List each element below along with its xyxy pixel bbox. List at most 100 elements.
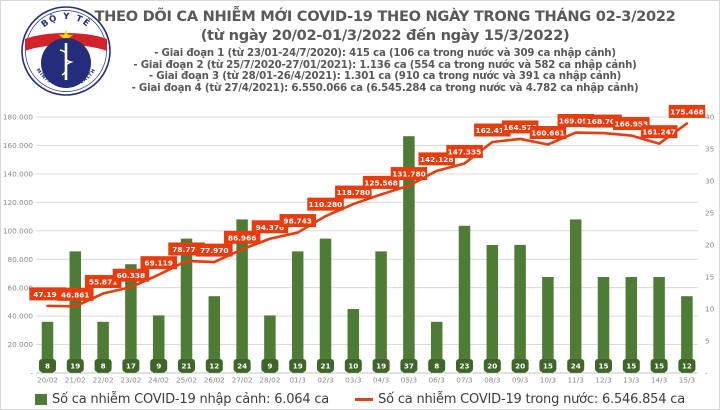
left-axis-tick-label: 60.000 [7, 283, 33, 292]
x-axis-label: 23/02 [120, 376, 141, 385]
bar-value-chip [94, 359, 112, 372]
domestic-cases-line [46, 122, 689, 308]
bar-value-chip [428, 359, 446, 372]
line-value-label: 142.128 [420, 155, 454, 164]
right-axis-tick-label: 15 [705, 273, 714, 282]
right-axis-tick-label: 10 [705, 305, 715, 314]
left-axis-tick-label: 160.000 [3, 141, 34, 150]
bar-value-chip [233, 359, 251, 372]
bar-value-label: 24 [237, 361, 247, 370]
x-axis-label: 06/3 [429, 376, 446, 385]
bar-value-label: 9 [156, 361, 161, 370]
bar-23/02 [125, 264, 137, 373]
line-value-label: 47.192 [33, 290, 62, 299]
x-axis-label: 10/3 [540, 376, 557, 385]
x-axis-label: 01/3 [290, 376, 307, 385]
bar-value-chip [567, 359, 585, 372]
bar-value-chip [289, 359, 307, 372]
bar-07/3 [458, 225, 471, 373]
bar-09/3 [514, 245, 526, 373]
bar-value-chip [456, 359, 473, 372]
line-value-label: 78.774 [172, 245, 201, 254]
bar-value-label: 20 [487, 361, 497, 370]
header: THEO DÕI CA NHIỄM MỚI COVID-19 THEO NGÀY… [58, 7, 712, 94]
bar-value-chip [178, 359, 195, 372]
bar-value-chip [511, 359, 529, 372]
bar-value-chip [372, 359, 390, 372]
line-value-label: 164.576 [503, 123, 537, 132]
line-value-label: 125.568 [364, 178, 398, 187]
bar-value-label: 15 [626, 361, 636, 370]
line-value-box [446, 144, 483, 158]
bar-value-chip [39, 359, 56, 372]
bar-value-chip [595, 359, 612, 372]
line-value-box [529, 126, 567, 140]
x-axis-label: 05/3 [401, 376, 418, 385]
line-value-label: 161.247 [642, 128, 676, 137]
x-axis-label: 09/3 [512, 376, 529, 385]
line-value-label: 169.090 [559, 117, 593, 126]
bar-21/02 [69, 251, 82, 373]
snake-icon [59, 49, 74, 76]
legend-square-marker [35, 393, 48, 405]
line-value-label: 55.871 [89, 278, 118, 287]
line-value-label: 86.966 [228, 233, 257, 242]
line-value-box [613, 117, 650, 131]
right-axis-tick-label: - [705, 369, 708, 378]
x-axis-label: 08/3 [484, 376, 501, 385]
legend-item-domestic: Số ca nhiễm COVID-19 trong nước: 6.546.8… [355, 392, 685, 407]
line-value-box [585, 114, 622, 128]
line-value-label: 175.468 [670, 107, 704, 116]
x-axis-label: 03/3 [345, 376, 362, 385]
line-value-box [362, 175, 400, 189]
x-axis-label: 13/3 [623, 376, 640, 385]
right-axis-tick-label: 20 [705, 241, 715, 250]
right-axis-tick-label: 25 [705, 209, 714, 218]
stage-4-summary: - Giai đoạn 4 (từ 27/4/2021): 6.550.066 … [131, 82, 639, 94]
line-value-label: 46.861 [61, 290, 90, 299]
bar-13/3 [625, 277, 638, 373]
line-value-label: 166.953 [614, 120, 648, 129]
bar-value-chip [539, 359, 557, 372]
page-subtitle: (từ ngày 20/02-01/3/2022 đến ngày 15/3/2… [200, 27, 570, 44]
right-axis-tick-label: 40 [705, 113, 715, 122]
bar-value-label: 15 [654, 361, 664, 370]
page-title: THEO DÕI CA NHIỄM MỚI COVID-19 THEO NGÀY… [94, 8, 676, 25]
x-axis-label: 20/02 [37, 376, 58, 385]
line-value-label: 160.661 [531, 129, 565, 138]
line-value-label: 162.415 [475, 126, 509, 135]
bar-value-label: 8 [434, 361, 439, 370]
star-icon [58, 29, 74, 44]
bar-value-label: 37 [404, 361, 414, 370]
x-axis-label: 12/3 [595, 376, 612, 385]
bar-26/02 [208, 296, 221, 373]
bar-value-label: 8 [101, 361, 106, 370]
bar-20/02 [41, 321, 54, 373]
bar-value-label: 12 [209, 361, 219, 370]
line-value-box [418, 152, 455, 166]
bar-04/3 [375, 251, 387, 373]
line-value-box [57, 287, 94, 301]
bar-value-label: 19 [293, 361, 303, 370]
bar-25/02 [180, 238, 193, 373]
bar-value-chip [150, 359, 168, 372]
x-axis-label: 21/02 [65, 376, 86, 385]
line-value-box [112, 268, 150, 282]
legend-line-marker [355, 397, 374, 401]
line-value-box [335, 185, 372, 199]
bar-27/02 [236, 219, 248, 373]
bar-value-chip [122, 359, 140, 372]
bar-24/02 [152, 315, 165, 373]
left-axis-tick-label: 80.000 [7, 255, 33, 264]
bar-value-chip [261, 359, 279, 372]
bar-value-chip [66, 359, 84, 372]
legend-label-domestic: Số ca nhiễm COVID-19 trong nước: 6.546.8… [378, 391, 685, 407]
bar-value-label: 19 [70, 361, 80, 370]
bar-14/3 [653, 277, 665, 373]
ministry-of-health-logo: BỘ Y TẾ MINISTRY OF HEALTH [21, 6, 111, 96]
legend-item-imported: Số ca nhiễm COVID-19 nhập cảnh: 6.064 ca [35, 392, 329, 407]
line-value-box [168, 242, 205, 256]
x-axis-label: 25/02 [176, 376, 197, 385]
line-value-label: 168.704 [587, 117, 621, 126]
bar-value-label: 21 [320, 361, 330, 370]
